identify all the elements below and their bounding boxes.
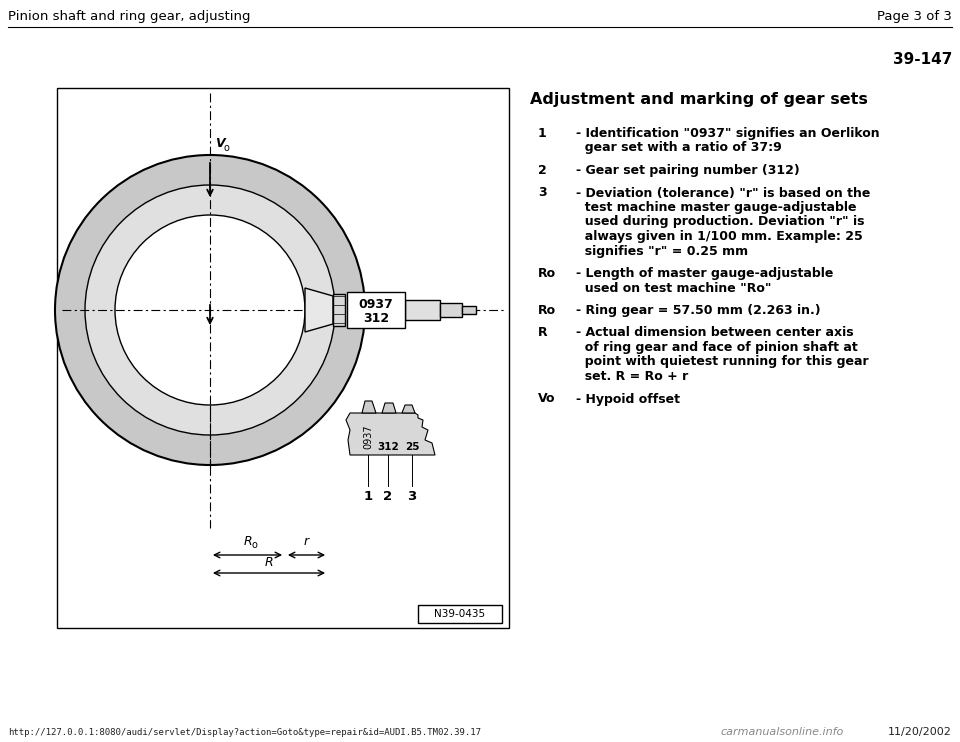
Text: 1: 1 bbox=[538, 127, 547, 140]
Text: used on test machine "Ro": used on test machine "Ro" bbox=[576, 281, 772, 295]
Text: o: o bbox=[223, 143, 228, 153]
Text: 3: 3 bbox=[407, 490, 417, 503]
Bar bbox=[462, 306, 476, 314]
Text: of ring gear and face of pinion shaft at: of ring gear and face of pinion shaft at bbox=[576, 341, 857, 354]
FancyBboxPatch shape bbox=[418, 605, 502, 623]
Polygon shape bbox=[382, 403, 396, 413]
Text: - Actual dimension between center axis: - Actual dimension between center axis bbox=[576, 326, 853, 340]
Text: - Hypoid offset: - Hypoid offset bbox=[576, 393, 680, 405]
Bar bbox=[347, 292, 405, 328]
Text: Adjustment and marking of gear sets: Adjustment and marking of gear sets bbox=[530, 92, 868, 107]
Polygon shape bbox=[305, 288, 333, 332]
Bar bbox=[57, 88, 509, 628]
Text: 1: 1 bbox=[364, 490, 372, 503]
Text: 3: 3 bbox=[538, 186, 546, 200]
Text: 11/20/2002: 11/20/2002 bbox=[888, 727, 952, 737]
Bar bbox=[440, 303, 462, 317]
Text: set. R = Ro + r: set. R = Ro + r bbox=[576, 370, 688, 383]
Text: always given in 1/100 mm. Example: 25: always given in 1/100 mm. Example: 25 bbox=[576, 230, 863, 243]
Text: http://127.0.0.1:8080/audi/servlet/Display?action=Goto&type=repair&id=AUDI.B5.TM: http://127.0.0.1:8080/audi/servlet/Displ… bbox=[8, 728, 481, 737]
Polygon shape bbox=[346, 413, 435, 455]
Text: carmanualsonline.info: carmanualsonline.info bbox=[720, 727, 843, 737]
Text: Pinion shaft and ring gear, adjusting: Pinion shaft and ring gear, adjusting bbox=[8, 10, 251, 23]
Text: R: R bbox=[243, 535, 252, 548]
Text: 25: 25 bbox=[405, 442, 420, 452]
Text: R: R bbox=[538, 326, 547, 340]
Text: - Identification "0937" signifies an Oerlikon: - Identification "0937" signifies an Oer… bbox=[576, 127, 879, 140]
Text: R: R bbox=[265, 556, 274, 569]
Text: - Ring gear = 57.50 mm (2.263 in.): - Ring gear = 57.50 mm (2.263 in.) bbox=[576, 304, 821, 317]
Text: used during production. Deviation "r" is: used during production. Deviation "r" is bbox=[576, 215, 865, 229]
Text: o: o bbox=[252, 540, 257, 550]
Text: 0937: 0937 bbox=[363, 424, 373, 450]
Bar bbox=[405, 300, 440, 320]
Bar bbox=[333, 294, 345, 326]
Text: signifies "r" = 0.25 mm: signifies "r" = 0.25 mm bbox=[576, 245, 748, 257]
Text: 0937: 0937 bbox=[359, 298, 394, 312]
Text: point with quietest running for this gear: point with quietest running for this gea… bbox=[576, 355, 869, 369]
Text: 312: 312 bbox=[377, 442, 398, 452]
Text: Page 3 of 3: Page 3 of 3 bbox=[877, 10, 952, 23]
Polygon shape bbox=[402, 405, 415, 413]
Text: Ro: Ro bbox=[538, 267, 556, 280]
Circle shape bbox=[115, 215, 305, 405]
Text: test machine master gauge-adjustable: test machine master gauge-adjustable bbox=[576, 201, 856, 214]
Text: N39-0435: N39-0435 bbox=[435, 609, 486, 619]
Circle shape bbox=[55, 155, 365, 465]
Text: Ro: Ro bbox=[538, 304, 556, 317]
Text: 2: 2 bbox=[383, 490, 393, 503]
Text: Vo: Vo bbox=[538, 393, 556, 405]
Text: gear set with a ratio of 37:9: gear set with a ratio of 37:9 bbox=[576, 142, 781, 154]
Circle shape bbox=[85, 185, 335, 435]
Text: 39-147: 39-147 bbox=[893, 52, 952, 67]
Text: 2: 2 bbox=[538, 164, 547, 177]
Text: - Gear set pairing number (312): - Gear set pairing number (312) bbox=[576, 164, 800, 177]
Text: - Deviation (tolerance) "r" is based on the: - Deviation (tolerance) "r" is based on … bbox=[576, 186, 871, 200]
Text: V: V bbox=[215, 137, 225, 150]
Polygon shape bbox=[362, 401, 376, 413]
Text: r: r bbox=[304, 535, 309, 548]
Text: 312: 312 bbox=[363, 312, 389, 324]
Text: - Length of master gauge-adjustable: - Length of master gauge-adjustable bbox=[576, 267, 833, 280]
